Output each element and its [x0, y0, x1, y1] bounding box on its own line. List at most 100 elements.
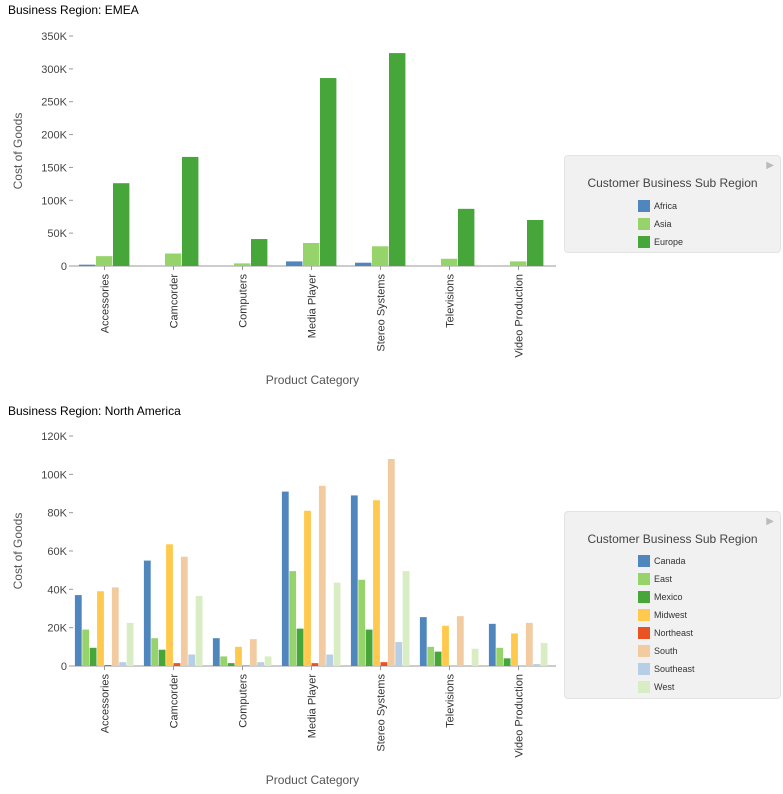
bar[interactable]: [402, 571, 410, 666]
bar[interactable]: [303, 243, 320, 266]
bar[interactable]: [311, 663, 319, 666]
bar[interactable]: [119, 662, 127, 666]
bar[interactable]: [540, 643, 548, 666]
bar[interactable]: [350, 495, 358, 666]
emea-legend[interactable]: ▶ Customer Business Sub Region Africa Asi…: [564, 155, 781, 253]
bar[interactable]: [234, 263, 251, 266]
bar[interactable]: [488, 623, 496, 666]
bar[interactable]: [195, 596, 203, 666]
bar[interactable]: [320, 78, 337, 266]
legend-label: Europe: [654, 237, 684, 247]
legend-expand-icon[interactable]: ▶: [766, 160, 774, 171]
bar[interactable]: [126, 622, 134, 666]
bar[interactable]: [281, 491, 289, 666]
bar[interactable]: [395, 642, 403, 666]
bar[interactable]: [304, 510, 311, 666]
x-tick-label: Video Production: [514, 274, 526, 358]
bar[interactable]: [365, 629, 373, 666]
bar[interactable]: [286, 261, 303, 266]
x-tick-label: Stereo Systems: [376, 274, 388, 352]
bar[interactable]: [503, 658, 511, 666]
bar[interactable]: [471, 648, 479, 666]
bar[interactable]: [456, 616, 464, 666]
bar[interactable]: [143, 560, 151, 666]
bar[interactable]: [380, 662, 388, 666]
bar[interactable]: [434, 651, 442, 666]
bar[interactable]: [264, 656, 272, 666]
bar[interactable]: [533, 664, 541, 666]
bar[interactable]: [389, 53, 406, 267]
bar[interactable]: [158, 649, 166, 666]
x-tick-label: Computers: [238, 274, 250, 328]
bar[interactable]: [212, 638, 220, 666]
bar[interactable]: [235, 646, 242, 666]
legend-swatch: [638, 555, 650, 567]
bar[interactable]: [372, 246, 389, 266]
bar[interactable]: [326, 654, 334, 667]
bar[interactable]: [180, 556, 188, 666]
bar[interactable]: [173, 663, 181, 666]
y-tick-label: 0: [61, 261, 67, 273]
legend-swatch: [638, 609, 650, 621]
bar[interactable]: [441, 258, 458, 266]
bar[interactable]: [96, 256, 113, 266]
bar[interactable]: [257, 662, 265, 666]
bar[interactable]: [82, 629, 90, 666]
bar[interactable]: [182, 156, 199, 266]
bar[interactable]: [242, 665, 250, 666]
y-tick-label: 300K: [41, 64, 67, 76]
bar[interactable]: [251, 239, 268, 266]
x-tick-label: Accessories: [100, 274, 112, 334]
bar[interactable]: [165, 253, 182, 266]
y-tick-label: 0: [61, 661, 67, 673]
x-tick-label: Accessories: [100, 674, 112, 734]
bar[interactable]: [79, 264, 96, 266]
y-tick-label: 100K: [41, 195, 67, 207]
y-tick-label: 350K: [41, 31, 67, 43]
bar[interactable]: [249, 639, 257, 666]
bar[interactable]: [387, 459, 395, 666]
bar[interactable]: [188, 654, 196, 667]
bar[interactable]: [89, 647, 97, 666]
x-tick-label: Video Production: [514, 674, 526, 758]
legend-label: East: [654, 574, 673, 584]
bar[interactable]: [289, 571, 297, 666]
legend-swatch: [638, 627, 650, 639]
legend-swatch: [638, 200, 650, 212]
legend-swatch: [638, 573, 650, 585]
legend-label: Canada: [654, 556, 686, 566]
bar[interactable]: [220, 656, 228, 666]
bar[interactable]: [74, 595, 82, 666]
legend-label: Asia: [654, 219, 672, 229]
bar[interactable]: [511, 633, 518, 666]
bar[interactable]: [373, 500, 380, 666]
bar[interactable]: [419, 617, 427, 666]
bar[interactable]: [113, 183, 130, 266]
x-tick-label: Computers: [238, 674, 250, 728]
bar[interactable]: [442, 625, 449, 666]
bar[interactable]: [525, 622, 533, 666]
emea-chart: 0 50K 100K 150K 200K 250K 300K 350K Cost of Good…: [11, 31, 556, 387]
bar[interactable]: [227, 663, 235, 666]
y-tick-label: 150K: [41, 162, 67, 174]
legend-expand-icon[interactable]: ▶: [766, 516, 774, 527]
bar[interactable]: [527, 220, 544, 266]
bar[interactable]: [510, 261, 527, 266]
legend-label: West: [654, 682, 675, 692]
bar[interactable]: [458, 208, 475, 266]
legend-swatch: [638, 663, 650, 675]
bar[interactable]: [427, 646, 435, 666]
bar[interactable]: [355, 262, 372, 266]
bar[interactable]: [104, 665, 112, 666]
bar[interactable]: [296, 628, 304, 666]
bar[interactable]: [358, 579, 366, 666]
bar[interactable]: [166, 544, 173, 666]
bar[interactable]: [333, 582, 341, 666]
bar[interactable]: [151, 638, 159, 666]
bar[interactable]: [111, 587, 119, 666]
na-legend[interactable]: ▶ Customer Business Sub Region Canada Eas…: [564, 511, 781, 699]
bar[interactable]: [318, 485, 326, 666]
bar[interactable]: [496, 647, 504, 666]
bar[interactable]: [97, 591, 104, 666]
x-tick-label: Media Player: [307, 274, 319, 339]
